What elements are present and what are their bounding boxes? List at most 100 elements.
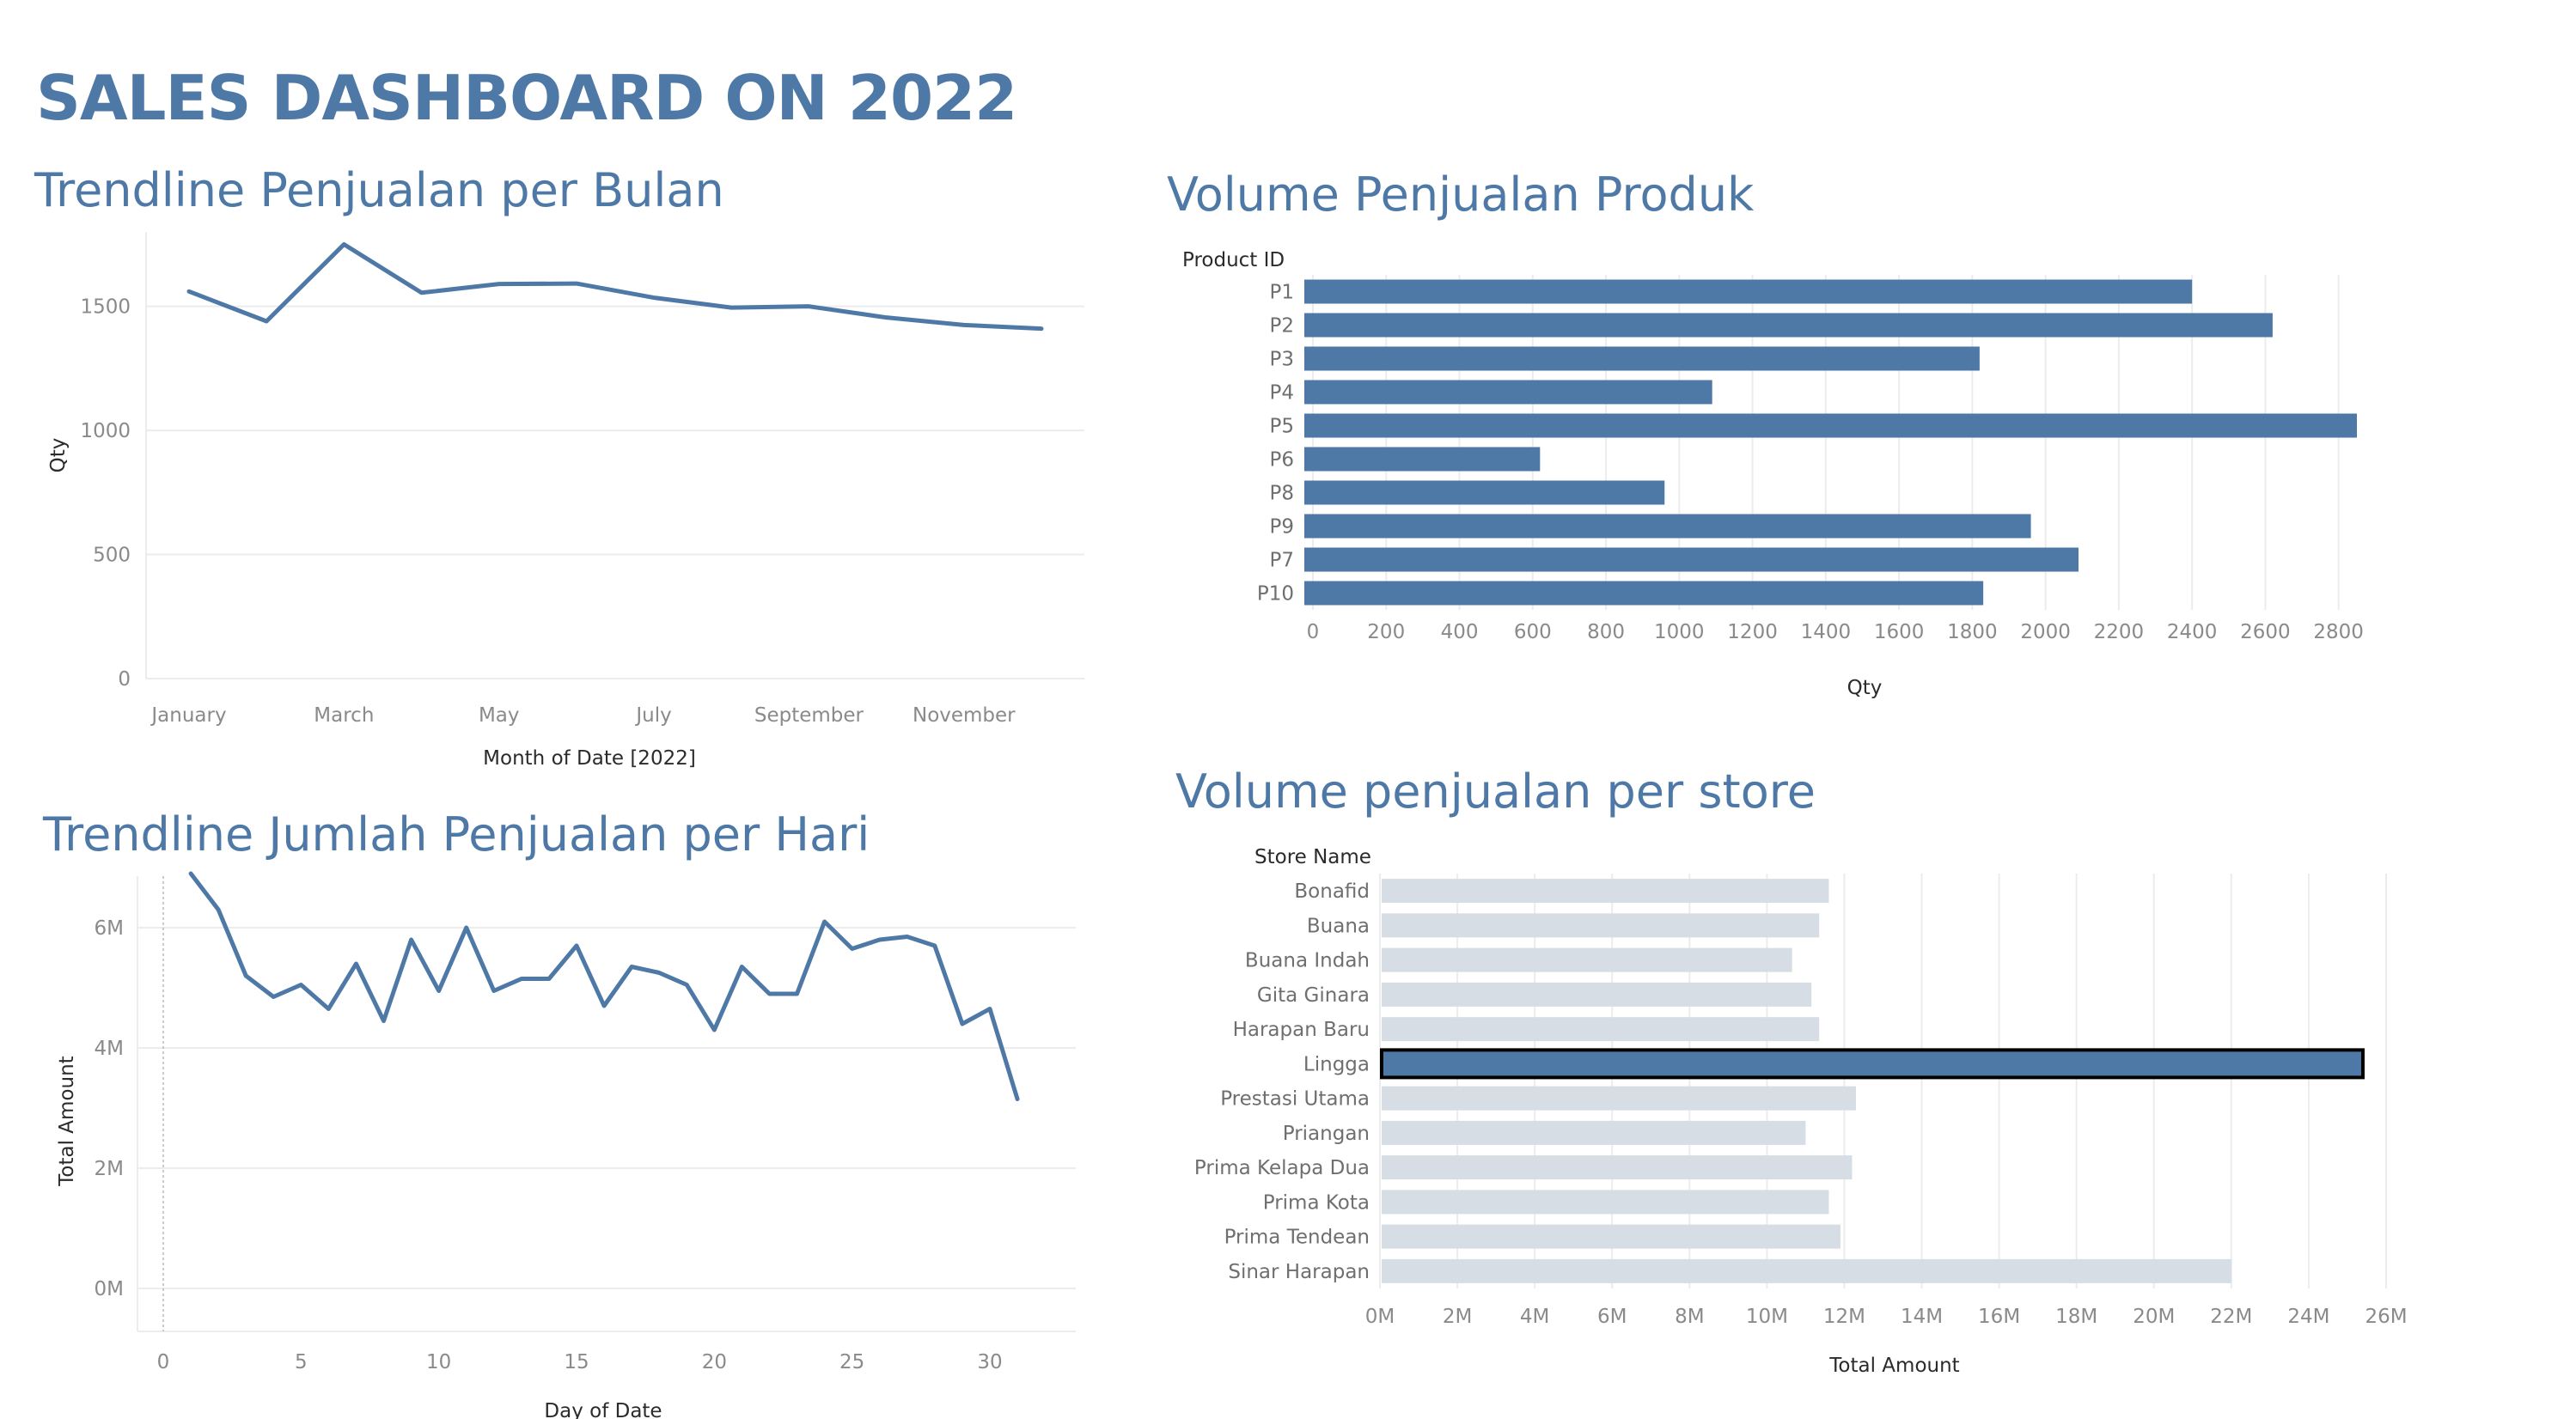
category-label: Prima Kelapa Dua xyxy=(1194,1157,1370,1179)
product-volume-title: Volume Penjualan Produk xyxy=(1167,167,1755,222)
category-label: Sinar Harapan xyxy=(1228,1261,1370,1283)
category-label: Lingga xyxy=(1303,1053,1370,1075)
x-tick-label: 6M xyxy=(1597,1306,1627,1328)
category-label: P2 xyxy=(1269,315,1294,338)
daily-trend-chart: 0M 2M 4M 6M 0 5 10 15 20 25 30 Day of Date Total Amo… xyxy=(56,871,1076,1419)
monthly-trend-chart: 0 500 1000 1500 January March May July September… xyxy=(47,232,1084,770)
series-line xyxy=(186,241,1044,332)
x-tick-label: 10 xyxy=(426,1351,451,1373)
x-tick-label: 2400 xyxy=(2167,621,2218,643)
x-tick-label: July xyxy=(634,704,671,727)
x-tick-label: 22M xyxy=(2210,1306,2252,1328)
category-header: Product ID xyxy=(1182,249,1285,271)
x-tick-label: 1000 xyxy=(1654,621,1705,643)
data-point xyxy=(497,283,501,286)
data-point xyxy=(547,977,551,980)
bar xyxy=(1382,1224,1840,1249)
data-point xyxy=(657,971,661,974)
category-label: Harapan Baru xyxy=(1233,1019,1370,1041)
x-tick-label: 26M xyxy=(2365,1306,2407,1328)
x-tick-label: 2600 xyxy=(2240,621,2291,643)
data-point xyxy=(272,996,275,998)
x-tick-label: 24M xyxy=(2287,1306,2329,1328)
category-label: P6 xyxy=(1269,449,1294,472)
y-tick-label: 0 xyxy=(118,668,131,691)
x-tick-label: 1400 xyxy=(1801,621,1852,643)
data-point xyxy=(575,944,578,947)
data-point xyxy=(437,990,441,992)
bar xyxy=(1382,1086,1856,1111)
x-tick-label: 1600 xyxy=(1874,621,1925,643)
data-point xyxy=(217,908,220,911)
data-point xyxy=(823,920,827,923)
x-tick-label: 14M xyxy=(1901,1306,1943,1328)
x-tick-label: 1800 xyxy=(1947,621,1998,643)
x-tick-label: November xyxy=(913,704,1016,727)
x-tick-label: 1200 xyxy=(1727,621,1778,643)
y-tick-label: 6M xyxy=(95,917,124,940)
y-tick-label: 1000 xyxy=(80,420,131,442)
data-point xyxy=(740,965,743,968)
data-point xyxy=(410,938,413,941)
x-tick-label: 0 xyxy=(157,1351,170,1373)
product-volume-panel: Volume Penjualan Produk 0 200 400 600 800 100… xyxy=(1160,167,2466,717)
data-point xyxy=(961,1022,964,1026)
x-tick-label: 20 xyxy=(702,1351,727,1373)
bar xyxy=(1304,447,1541,472)
category-label: Gita Ginara xyxy=(1257,984,1370,1007)
y-tick-label: 2M xyxy=(95,1158,124,1180)
y-tick-label: 4M xyxy=(95,1038,124,1060)
category-label: P9 xyxy=(1269,516,1294,539)
x-tick-label: January xyxy=(150,704,226,727)
daily-trend-title: Trendline Jumlah Penjualan per Hari xyxy=(43,807,870,862)
bar xyxy=(1382,913,1820,938)
category-label: P10 xyxy=(1257,583,1294,606)
data-point xyxy=(187,289,191,293)
data-point xyxy=(1016,1098,1019,1100)
bar xyxy=(1304,413,2357,438)
data-point xyxy=(492,990,496,992)
data-point xyxy=(520,977,523,980)
x-tick-label: 12M xyxy=(1823,1306,1865,1328)
data-point xyxy=(354,962,357,965)
bar xyxy=(1382,1155,1853,1180)
category-label: P8 xyxy=(1269,483,1294,505)
data-point xyxy=(602,1004,606,1008)
x-tick-label: 25 xyxy=(839,1351,864,1373)
monthly-trend-title: Trendline Penjualan per Bulan xyxy=(34,163,724,217)
x-tick-label: 2000 xyxy=(2020,621,2071,643)
x-tick-label: 8M xyxy=(1675,1306,1704,1328)
highlighted-bar xyxy=(1380,1048,2365,1080)
x-tick-label: 15 xyxy=(564,1351,589,1373)
x-tick-label: 18M xyxy=(2055,1306,2097,1328)
x-tick-label: 2200 xyxy=(2094,621,2145,643)
data-point xyxy=(878,938,882,941)
bar xyxy=(1382,879,1829,904)
bar xyxy=(1382,982,1812,1007)
data-point xyxy=(962,323,966,326)
bar xyxy=(1382,1258,2231,1283)
data-point xyxy=(685,984,688,986)
data-point xyxy=(265,320,268,323)
bar xyxy=(1382,947,1792,972)
data-point xyxy=(299,984,302,986)
data-point xyxy=(906,935,909,938)
data-point xyxy=(465,926,468,929)
x-axis-title: Month of Date [2022] xyxy=(483,747,696,770)
x-tick-label: 4M xyxy=(1520,1306,1549,1328)
category-label: P1 xyxy=(1269,282,1294,304)
bar xyxy=(1304,313,2273,338)
bar xyxy=(1382,1017,1820,1042)
x-axis-title: Qty xyxy=(1847,677,1883,699)
data-point xyxy=(327,1008,330,1010)
store-volume-panel: Volume penjualan per store 0M 2M 4M 6M 8M 10M… xyxy=(1169,764,2475,1409)
x-tick-label: May xyxy=(479,704,520,727)
category-label: Prestasi Utama xyxy=(1220,1088,1370,1111)
x-tick-label: 800 xyxy=(1587,621,1625,643)
bar xyxy=(1382,1120,1806,1145)
data-point xyxy=(630,965,633,968)
bar xyxy=(1304,547,2079,572)
data-point xyxy=(575,282,578,285)
bar xyxy=(1304,380,1712,405)
data-point xyxy=(342,242,345,246)
